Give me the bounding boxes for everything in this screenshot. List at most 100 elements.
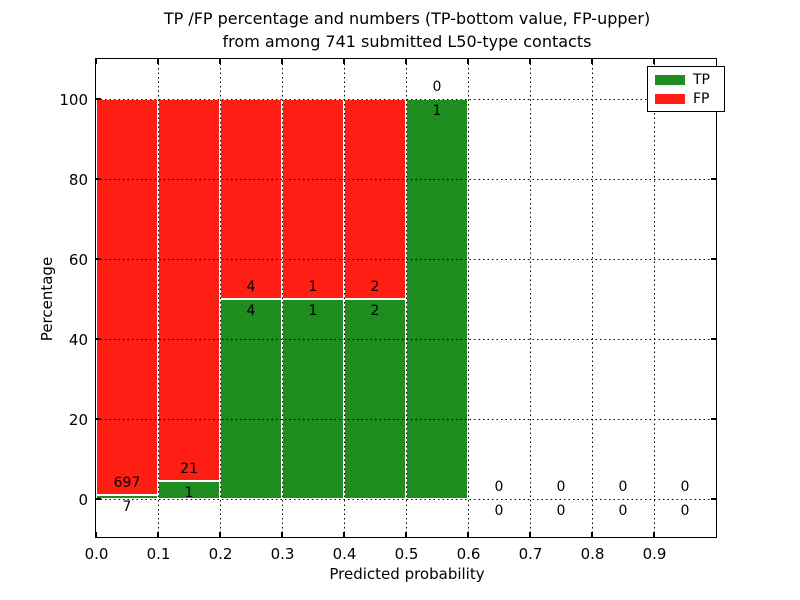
x-tick-mark [529,59,531,64]
y-tick-mark [711,338,716,340]
x-tick-mark [653,59,655,64]
legend-swatch-tp [655,75,685,85]
tp-count-label: 1 [432,103,442,119]
x-tick-mark [653,532,655,537]
y-tick-mark [711,418,716,420]
x-tick-label: 0.3 [270,545,295,563]
x-tick-mark [591,532,593,537]
x-tick-mark [591,59,593,64]
x-tick-mark [529,532,531,537]
x-tick-label: 0.9 [642,545,667,563]
x-tick-mark [343,59,345,64]
fp-count-label: 0 [432,79,442,95]
y-tick-mark [96,418,101,420]
gridline-horizontal [96,258,716,260]
gridline-horizontal [96,338,716,340]
y-tick-mark [96,498,101,500]
x-tick-mark [157,59,159,64]
y-tick-label: 80 [68,170,88,189]
y-tick-label: 0 [78,490,88,509]
gridline-horizontal [96,178,716,180]
y-tick-mark [711,258,716,260]
x-tick-mark [405,532,407,537]
gridline-vertical [405,59,407,537]
gridline-vertical [653,59,655,537]
x-tick-mark [343,532,345,537]
gridline-vertical [157,59,159,537]
x-tick-label: 0.6 [456,545,481,563]
x-tick-label: 0.4 [332,545,357,563]
x-tick-mark [95,59,97,64]
x-tick-label: 0.8 [580,545,605,563]
bar-segment-tp [282,299,344,499]
x-axis-label: Predicted probability [329,565,485,583]
bar-segment-tp [406,99,468,499]
tp-count-label: 1 [184,485,194,501]
gridline-vertical [591,59,593,537]
x-tick-mark [95,532,97,537]
y-tick-mark [96,258,101,260]
fp-count-label: 697 [113,475,141,491]
tp-count-label: 0 [556,503,566,519]
y-tick-mark [96,178,101,180]
y-tick-mark [96,98,101,100]
chart-title-line2: from among 741 submitted L50-type contac… [222,32,592,51]
x-tick-label: 0.5 [394,545,419,563]
fp-count-label: 2 [370,279,380,295]
gridline-horizontal [96,498,716,500]
x-tick-mark [467,59,469,64]
tp-count-label: 4 [246,303,256,319]
x-tick-mark [405,59,407,64]
fp-count-label: 0 [680,479,690,495]
x-tick-label: 0.1 [146,545,171,563]
gridline-vertical [281,59,283,537]
gridline-horizontal [96,418,716,420]
y-tick-label: 100 [59,90,88,109]
gridline-vertical [343,59,345,537]
x-tick-mark [467,532,469,537]
x-tick-mark [281,532,283,537]
tp-count-label: 0 [494,503,504,519]
bar-segment-fp [282,99,344,299]
legend-label-fp: FP [693,91,710,107]
tp-count-label: 0 [618,503,628,519]
legend-item-fp: FP [655,92,718,106]
chart-title: TP /FP percentage and numbers (TP-bottom… [97,7,717,53]
x-tick-mark [219,59,221,64]
y-tick-mark [96,338,101,340]
bar-segment-tp [220,299,282,499]
y-tick-label: 60 [68,250,88,269]
bar-segment-tp [344,299,406,499]
fp-count-label: 1 [308,279,318,295]
x-tick-label: 0.2 [208,545,233,563]
gridline-vertical [529,59,531,537]
gridline-vertical [219,59,221,537]
chart-title-line1: TP /FP percentage and numbers (TP-bottom… [163,9,651,28]
x-tick-label: 0.0 [84,545,109,563]
legend-label-tp: TP [693,72,710,88]
bar-segment-fp [344,99,406,299]
bar-segment-fp [158,99,220,481]
tp-count-label: 7 [122,499,132,515]
bar-segment-fp [96,99,158,495]
bar-segment-fp [220,99,282,299]
fp-count-label: 0 [618,479,628,495]
fp-count-label: 0 [494,479,504,495]
y-tick-mark [711,178,716,180]
y-tick-label: 20 [68,410,88,429]
fp-count-label: 0 [556,479,566,495]
legend-item-tp: TP [655,73,718,87]
fp-count-label: 21 [180,461,198,477]
y-tick-label: 40 [68,330,88,349]
legend: TP FP [647,66,725,112]
gridline-vertical [467,59,469,537]
gridline-horizontal [96,98,716,100]
y-axis-label: Percentage [38,256,56,342]
x-tick-label: 0.7 [518,545,543,563]
tp-count-label: 2 [370,303,380,319]
tp-count-label: 0 [680,503,690,519]
y-tick-mark [711,498,716,500]
x-tick-mark [157,532,159,537]
plot-area: 697 7 21 1 4 4 1 1 2 2 0 1 0 0 0 0 0 0 0 0 [95,58,717,538]
